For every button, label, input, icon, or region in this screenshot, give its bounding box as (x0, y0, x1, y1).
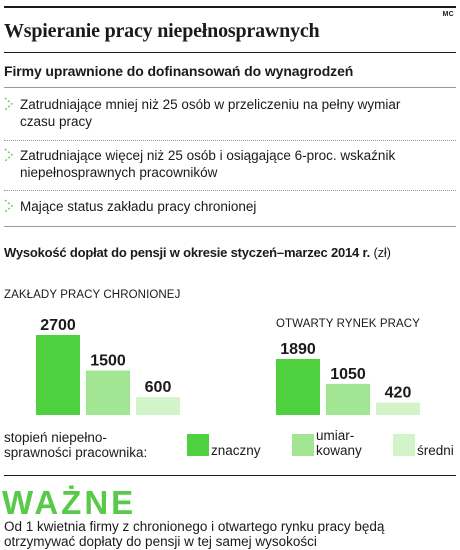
group-label-chronione: ZAKŁADY PRACY CHRONIONEJ (4, 289, 181, 301)
legend-swatch-umiarkowany (292, 434, 314, 456)
bar-chronione-sredni (136, 397, 180, 415)
bar-value-label: 2700 (40, 317, 76, 334)
legend-label-line: kowany (316, 443, 362, 458)
important-heading: WAŻNE (2, 484, 137, 521)
group-label-otwarty: OTWARTY RYNEK PRACY (276, 318, 420, 330)
important-note-line: otrzymywać dopłaty do pensji w tej samej… (4, 534, 317, 549)
legend-label-umiarkowany: umiar- kowany (316, 428, 362, 458)
item-divider (4, 190, 456, 191)
bar-otwarty-sredni (376, 402, 420, 415)
bar-chronione-znaczny (36, 335, 80, 415)
chart-unit: (zł) (373, 245, 391, 260)
credit-label: MC (442, 11, 454, 18)
title-rule (4, 52, 456, 53)
list-item-line: czasu pracy (20, 114, 93, 129)
item-divider (4, 140, 456, 141)
bar-chronione-umiarkowany (86, 370, 130, 415)
list-item-line: niepełnosprawnych pracowników (20, 165, 218, 180)
bar-value-label: 1890 (280, 341, 316, 358)
legend-label-znaczny: znaczny (211, 443, 261, 458)
legend-swatch-sredni (393, 434, 415, 456)
list-item: Zatrudniające więcej niż 25 osób i osiąg… (4, 147, 454, 183)
chevron-bullet-icon (4, 148, 13, 162)
top-rule (4, 6, 456, 8)
chevron-bullet-icon (4, 199, 13, 213)
list-item-line: Zatrudniające więcej niż 25 osób i osiąg… (20, 148, 396, 163)
important-note-line: Od 1 kwietnia firmy z chronionego i otwa… (4, 519, 385, 534)
legend-title-line: sprawności pracownika: (4, 445, 148, 460)
bar-value-label: 1050 (330, 366, 366, 383)
chart-title-row: Wysokość dopłat do pensji w okresie styc… (4, 245, 391, 260)
bar-chart: 2700 1500 600 1890 1050 420 (36, 317, 420, 415)
section-subtitle: Firmy uprawnione do dofinansowań do wyna… (4, 63, 354, 79)
list-item-line: Zatrudniające mniej niż 25 osób w przeli… (20, 97, 401, 112)
list-item-line: Mające status zakładu pracy chronionej (20, 199, 257, 214)
legend-title-line: stopień niepełno- (4, 430, 107, 445)
page-title: Wspieranie pracy niepełnosprawnych (4, 20, 320, 42)
bar-otwarty-znaczny (276, 359, 320, 415)
chart-title: Wysokość dopłat do pensji w okresie styc… (4, 245, 371, 260)
bar-value-label: 420 (385, 385, 412, 402)
list-item: Mające status zakładu pracy chronionej (4, 198, 454, 216)
list-bottom-rule (4, 226, 456, 227)
bar-value-label: 600 (145, 379, 172, 396)
legend-swatch-znaczny (187, 434, 209, 456)
chevron-bullet-icon (4, 97, 13, 111)
legend-title: stopień niepełno- sprawności pracownika: (4, 430, 147, 460)
bar-otwarty-umiarkowany (326, 383, 370, 415)
subtitle-rule (4, 87, 456, 88)
legend-bottom-rule (4, 475, 456, 476)
important-note: Od 1 kwietnia firmy z chronionego i otwa… (4, 519, 384, 549)
list-item: Zatrudniające mniej niż 25 osób w przeli… (4, 96, 454, 132)
legend-label-line: umiar- (316, 428, 355, 443)
legend-label-sredni: średni (417, 443, 454, 458)
bar-value-label: 1500 (90, 353, 126, 370)
